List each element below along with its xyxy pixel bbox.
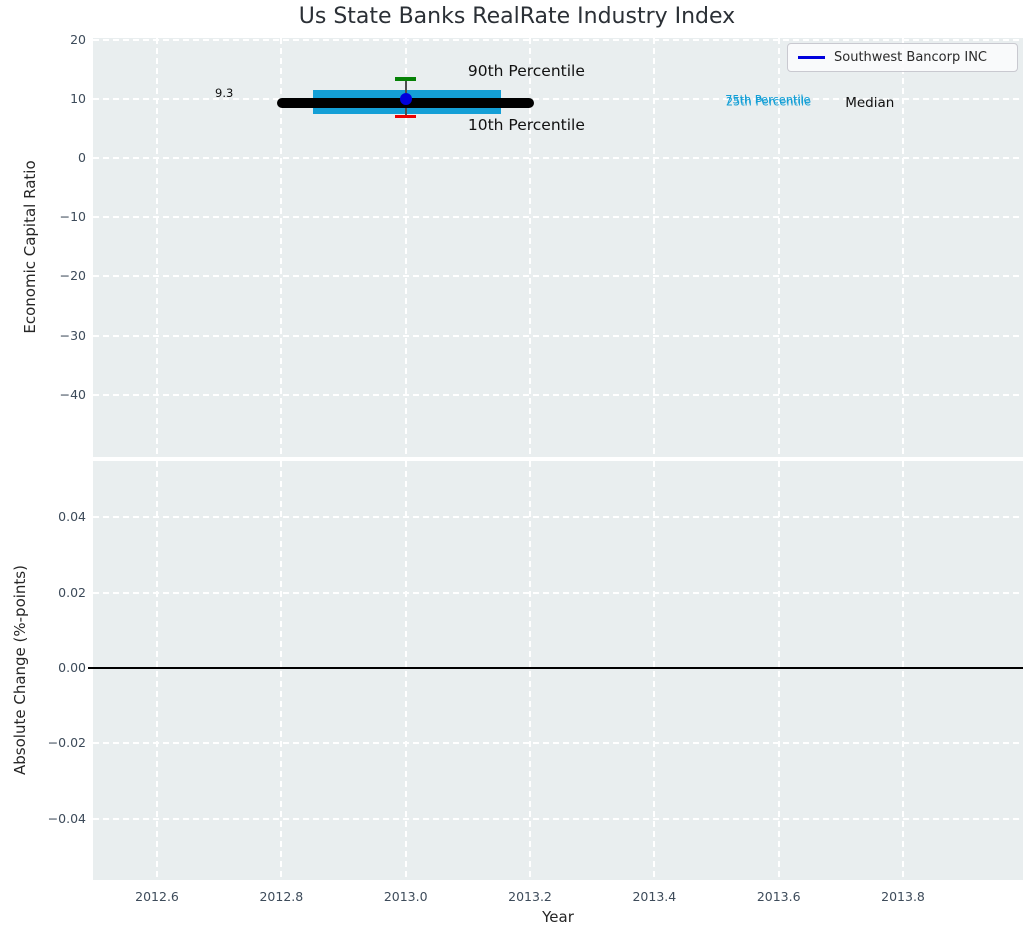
y-tick-label: −0.04: [47, 810, 86, 826]
cap-10th-percentile: [395, 114, 417, 119]
gridline: [404, 38, 407, 457]
gridline: [280, 38, 283, 457]
gridline: [777, 38, 780, 457]
y-tick-label: −20: [59, 268, 86, 284]
gridline: [93, 38, 1023, 41]
gridline: [93, 742, 1023, 745]
gridline: [529, 38, 532, 457]
gridline: [93, 97, 1023, 100]
y-tick-label: −30: [59, 327, 86, 343]
gridline: [93, 516, 1023, 519]
gridline: [93, 393, 1023, 396]
gridline: [404, 461, 407, 880]
annotation-median-value-label: 9.3: [215, 86, 234, 101]
annotation-p25-label: 25th Percentile: [725, 95, 812, 109]
legend: Southwest Bancorp INC: [787, 43, 1018, 72]
x-tick-label: 2013.6: [756, 889, 801, 904]
y-tick-label: 20: [70, 31, 86, 47]
gridline: [280, 461, 283, 880]
gridline: [653, 38, 656, 457]
gridline: [93, 157, 1023, 160]
x-tick-label: 2012.6: [135, 889, 179, 904]
x-tick-label: 2013.4: [632, 889, 677, 904]
y-tick-label: −40: [59, 386, 86, 402]
top-y-axis-label: Economic Capital Ratio: [21, 160, 39, 334]
cap-90th-percentile: [395, 77, 417, 82]
x-axis-label: Year: [542, 908, 574, 926]
annotation-p10-label: 10th Percentile: [467, 115, 585, 134]
annotation-median-label: Median: [845, 95, 895, 112]
gridline: [156, 38, 159, 457]
y-tick-label: 0: [78, 150, 86, 166]
y-tick-label: 0.02: [58, 584, 86, 600]
gridline: [93, 216, 1023, 219]
y-tick-label: 0.00: [58, 659, 86, 675]
gridline: [93, 591, 1023, 594]
gridline: [529, 461, 532, 880]
x-tick-label: 2013.2: [508, 889, 552, 904]
gridline: [93, 817, 1023, 820]
bottom-axes: [88, 461, 1023, 880]
gridline: [902, 461, 905, 880]
annotation-p90-label: 90th Percentile: [467, 62, 585, 81]
gridline: [93, 334, 1023, 337]
gridline: [653, 461, 656, 880]
gridline: [777, 461, 780, 880]
annotation-p75-label: 75th Percentile: [725, 93, 811, 107]
x-tick-label: 2013.8: [881, 889, 925, 904]
top-axes: 9.3 90th Percentile 10th Percentile 75th Pe…: [93, 38, 1023, 457]
y-tick-label: −10: [59, 209, 86, 225]
x-tick-label: 2013.0: [383, 889, 428, 904]
y-tick-label: 0.04: [58, 509, 86, 525]
y-tick-label: −0.02: [47, 735, 86, 751]
gridline: [902, 38, 905, 457]
chart-title: Us State Banks RealRate Industry Index: [298, 4, 736, 29]
y-tick-label: 10: [70, 90, 86, 106]
legend-line-sample: [798, 56, 825, 59]
gridline: [156, 461, 159, 880]
x-tick-label: 2012.8: [259, 889, 304, 904]
company-data-point: [399, 92, 412, 105]
zero-reference-line: [88, 666, 1023, 669]
gridline: [93, 275, 1023, 278]
legend-label: Southwest Bancorp INC: [834, 50, 988, 65]
